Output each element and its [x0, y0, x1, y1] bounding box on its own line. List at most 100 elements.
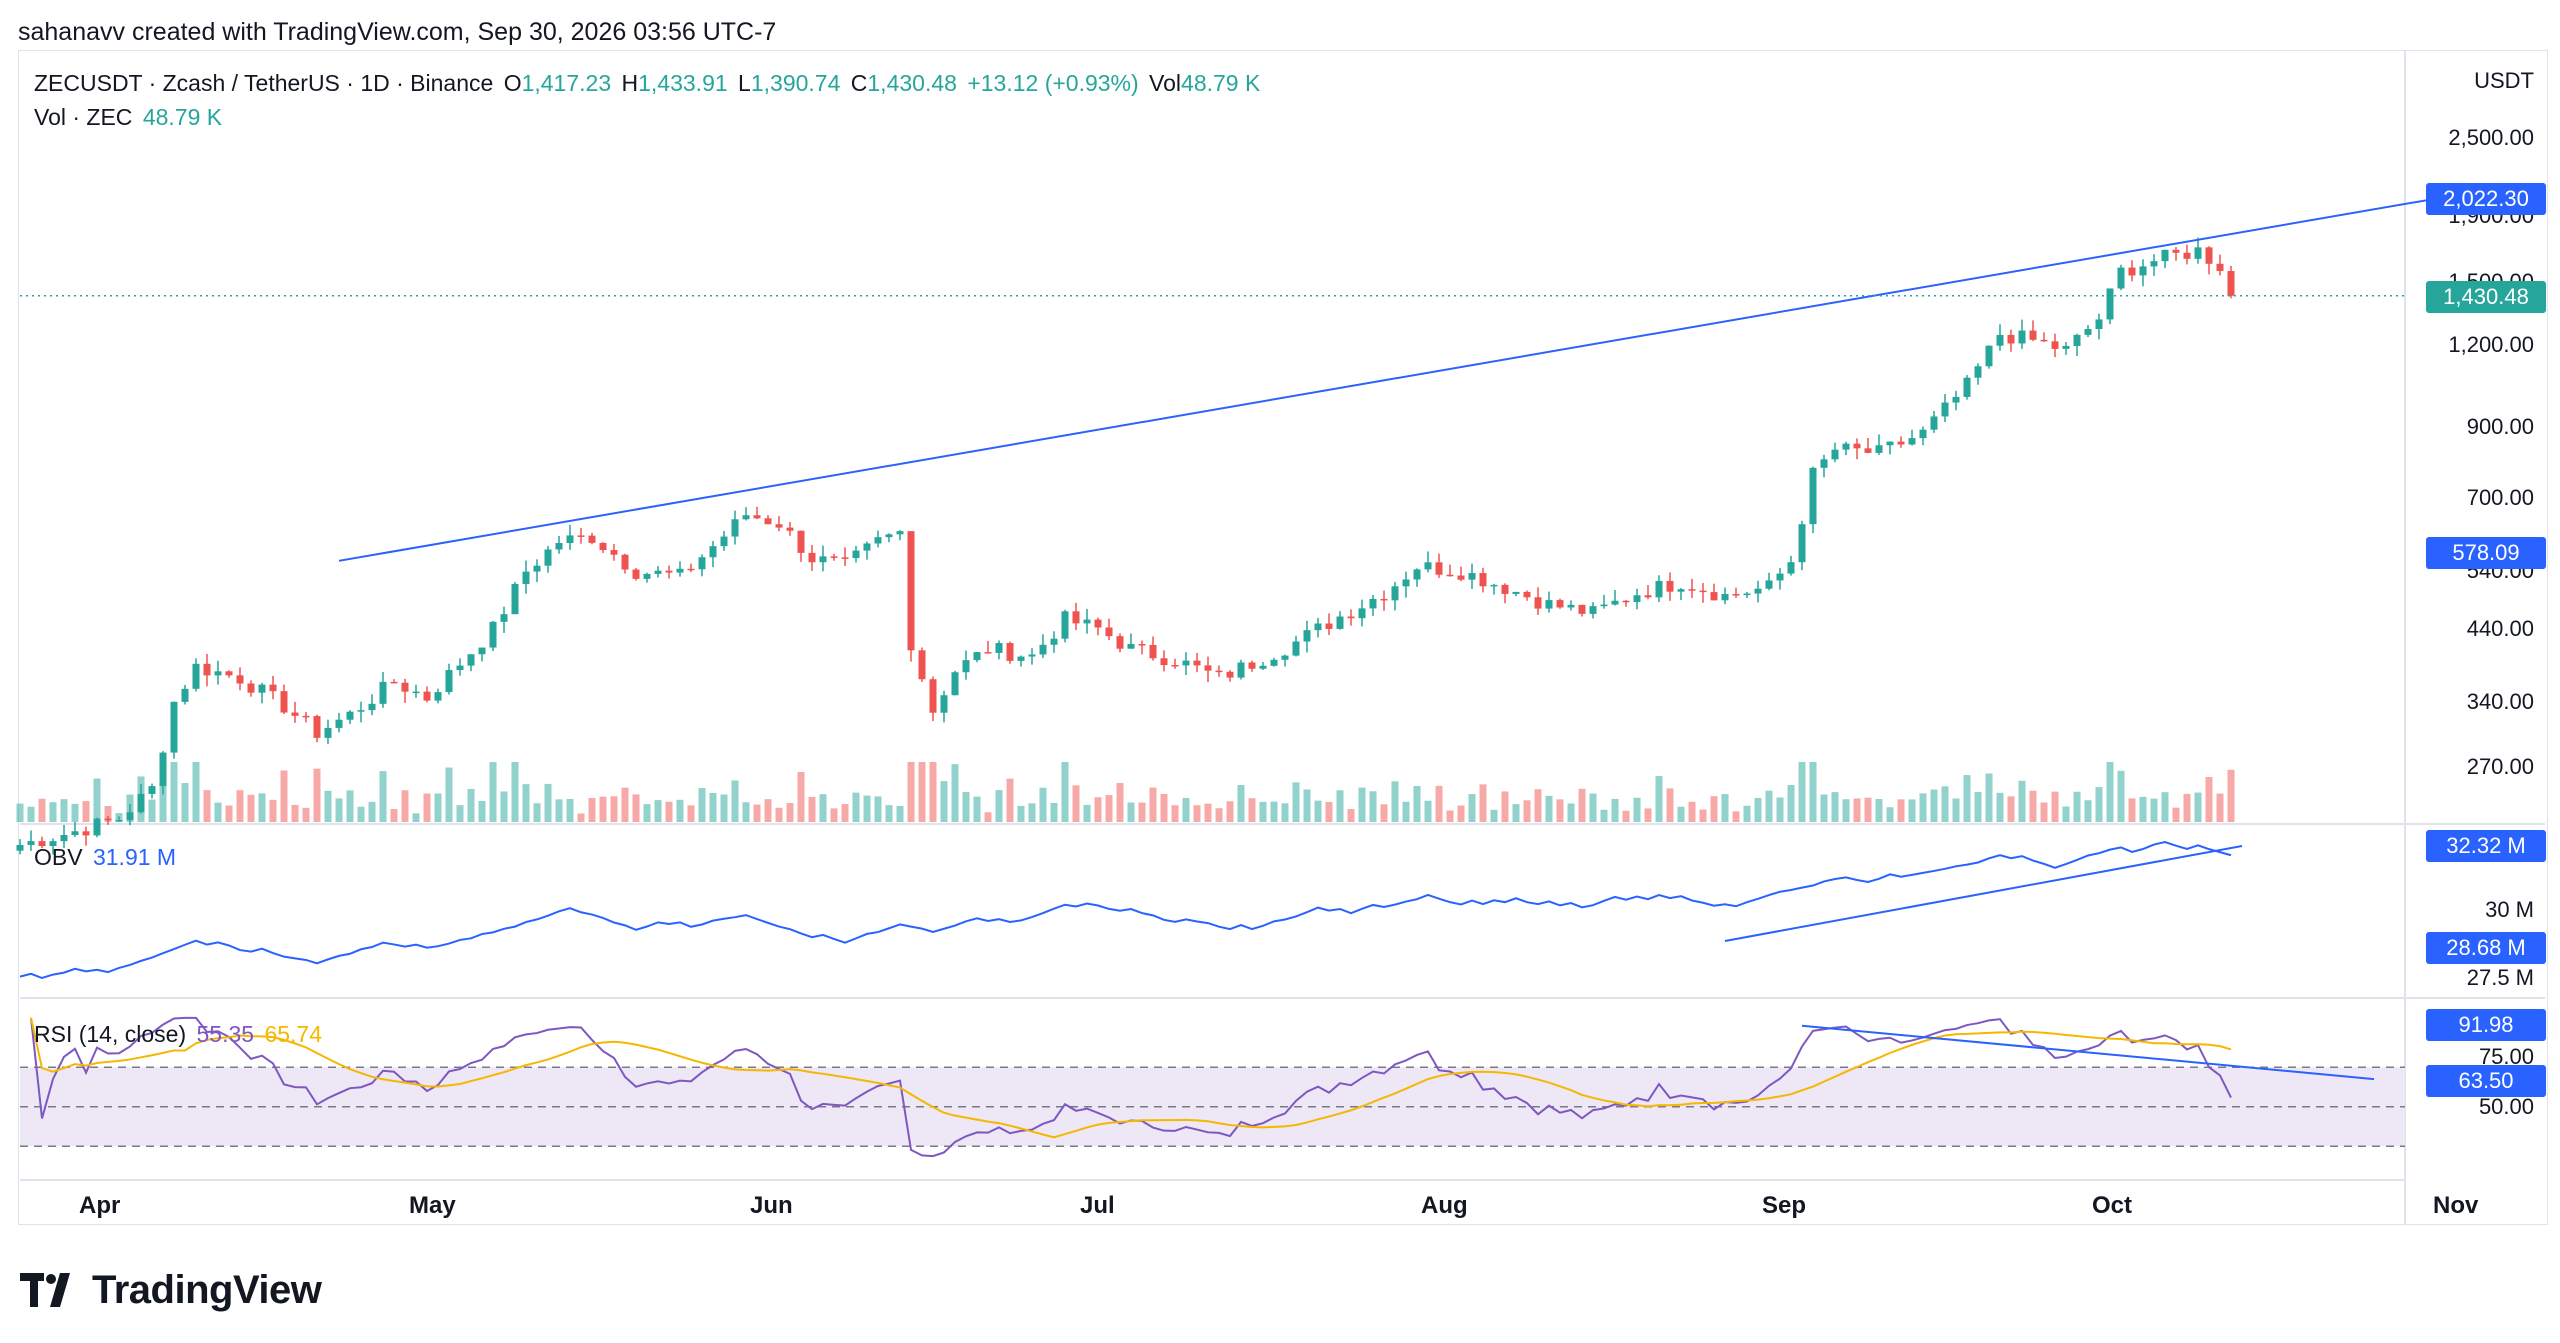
candle: [1567, 604, 1575, 608]
candle: [1809, 467, 1817, 525]
volume-bar: [1468, 794, 1476, 822]
volume-bar: [1017, 805, 1025, 822]
volume-bar: [1193, 805, 1201, 822]
candle: [830, 556, 838, 558]
candle: [291, 712, 299, 716]
volume-bar: [632, 794, 640, 822]
candle: [214, 671, 222, 676]
candle: [1105, 627, 1113, 637]
volume-bar: [258, 793, 266, 822]
candle: [522, 571, 530, 584]
volume-bar: [1622, 810, 1630, 822]
volume-bar: [148, 799, 156, 822]
candle: [1259, 665, 1267, 669]
obv-support-trendline: [1724, 845, 2243, 942]
volume-bar: [1765, 790, 1773, 822]
volume-bar: [1281, 803, 1289, 822]
candle: [1204, 665, 1212, 671]
volume-bar: [588, 798, 596, 822]
candle: [929, 679, 937, 713]
candle: [984, 652, 992, 654]
symbol-label: ZECUSDT · Zcash / TetherUS · 1D · Binanc…: [34, 70, 494, 96]
candle: [302, 715, 310, 718]
volume-bar: [1534, 789, 1542, 822]
vol-value: 48.79 K: [1181, 70, 1261, 96]
candle: [819, 556, 827, 563]
volume-bar: [2183, 793, 2191, 822]
month-tick-label: Jun: [750, 1192, 793, 1219]
volume-bar: [2172, 807, 2180, 822]
volume-bar: [665, 801, 673, 822]
volume-bar: [852, 792, 860, 822]
candle: [368, 703, 376, 711]
volume-bar: [82, 801, 90, 822]
candle: [1083, 619, 1091, 624]
candle: [456, 665, 464, 671]
candle: [27, 841, 35, 845]
obv-value-tag: 28.68 M: [2426, 932, 2546, 964]
candle: [1435, 562, 1443, 575]
volume-bar: [1831, 792, 1839, 822]
volume-bar: [2128, 798, 2136, 822]
candle: [1369, 598, 1377, 609]
volume-bar: [786, 802, 794, 822]
candle: [1215, 670, 1223, 673]
volume-bar: [984, 812, 992, 822]
candle: [1523, 591, 1531, 598]
candle: [225, 671, 233, 676]
volume-bar: [1501, 791, 1509, 822]
volume-bar: [280, 770, 288, 822]
volume-bar: [1028, 803, 1036, 822]
volume-bar: [830, 808, 838, 822]
volume-bar: [2139, 796, 2147, 822]
candle: [148, 786, 156, 794]
volume-bar: [511, 762, 519, 822]
volume-bar: [951, 764, 959, 822]
low-value: 1,390.74: [750, 70, 841, 96]
candle: [2095, 319, 2103, 330]
month-tick-label: Jul: [1080, 1192, 1115, 1219]
volume-bar: [1226, 801, 1234, 822]
price-tick-label: 270.00: [2466, 754, 2534, 779]
candle: [1798, 524, 1806, 563]
volume-bar: [1413, 786, 1421, 822]
obv-value: 31.91 M: [92, 844, 177, 870]
trendline-price-tag: 578.09: [2426, 536, 2546, 569]
volume-bar: [1292, 782, 1300, 822]
volume-bar: [1556, 799, 1564, 822]
volume-bar: [1083, 804, 1091, 822]
volume-bar: [753, 804, 761, 822]
tradingview-wordmark: TradingView: [92, 1267, 322, 1312]
volume-bar: [896, 805, 904, 822]
volume-bar: [599, 796, 607, 822]
volume-bar: [412, 813, 420, 822]
volume-bar: [500, 791, 508, 822]
candle: [764, 518, 772, 525]
vol2-value: 48.79 K: [142, 104, 223, 130]
candle: [236, 675, 244, 684]
candle: [742, 515, 750, 520]
volume-bar: [1369, 791, 1377, 822]
volume-bar: [1006, 778, 1014, 822]
high-value: 1,433.91: [638, 70, 728, 96]
volume-bar: [1941, 786, 1949, 822]
candle: [2194, 247, 2202, 259]
volume-bar: [731, 780, 739, 822]
candle: [423, 691, 431, 701]
volume-bar: [390, 808, 398, 822]
candle: [1424, 562, 1432, 570]
volume-bar: [214, 802, 222, 822]
volume-bar: [478, 801, 486, 822]
volume-bar: [742, 802, 750, 822]
candle: [907, 531, 915, 651]
open-value: 1,417.23: [521, 70, 612, 96]
candle: [1721, 593, 1729, 601]
candle: [2062, 345, 2070, 349]
candle: [170, 701, 178, 753]
candle: [1281, 655, 1289, 660]
volume-bar: [2007, 796, 2015, 822]
volume-bar: [1787, 785, 1795, 822]
candle: [2183, 252, 2191, 259]
candle: [1248, 662, 1256, 669]
